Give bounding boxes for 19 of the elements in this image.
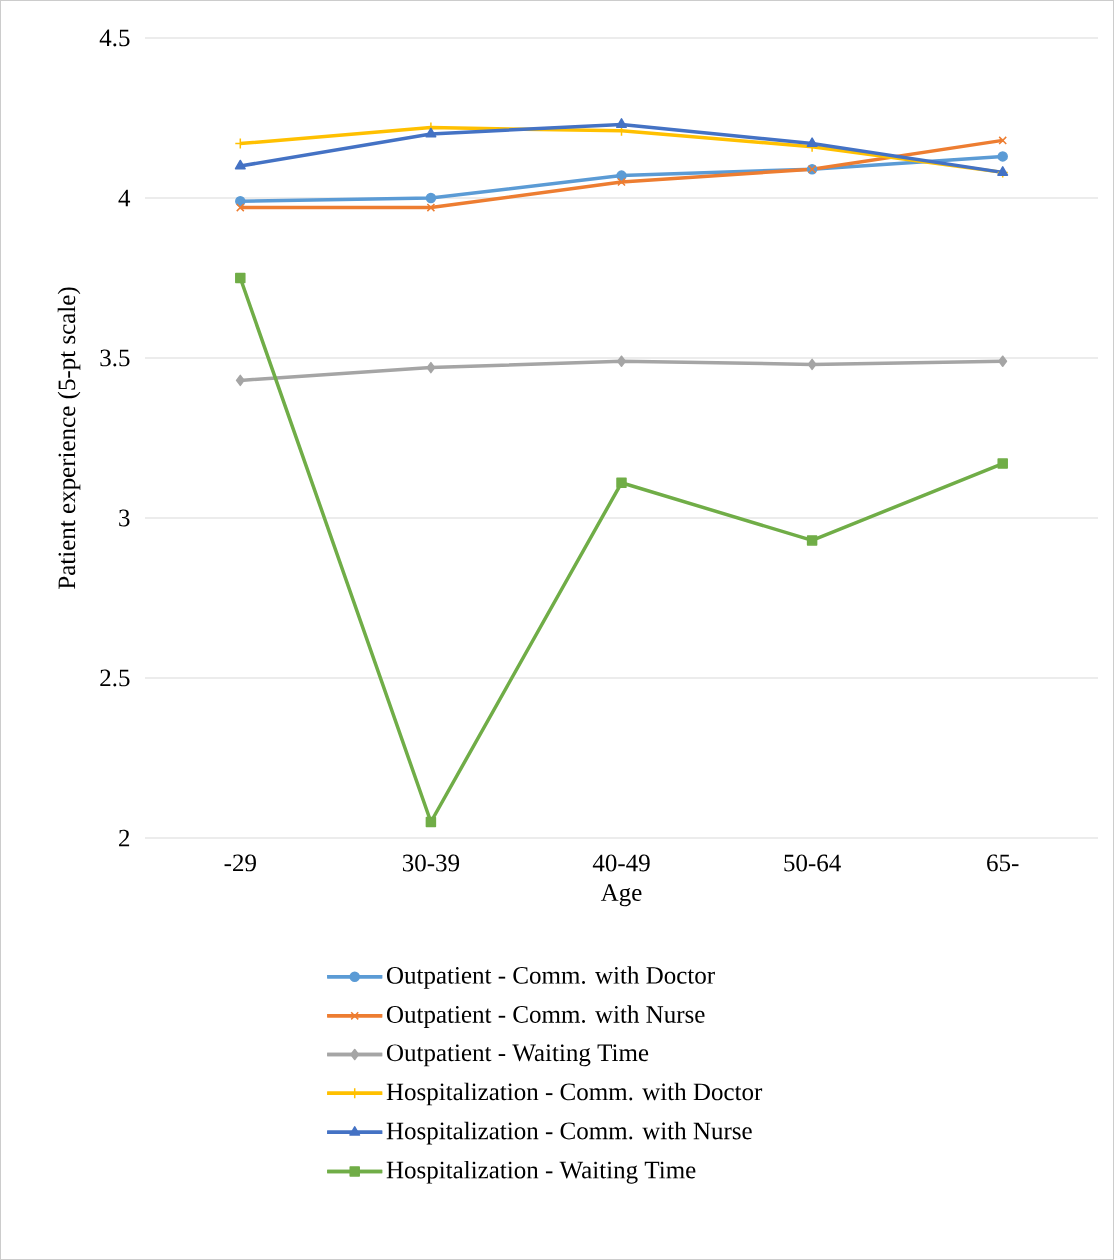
y-tick-label: 2	[119, 829, 130, 847]
y-tick-label: 3.5	[100, 349, 130, 367]
y-tick-label: 4	[118, 189, 131, 207]
legend-label: Outpatient - Waiting Time	[386, 1044, 649, 1067]
y-tick-label: 2.5	[100, 669, 130, 687]
y-tick-label: 3	[119, 509, 130, 527]
legend-label: Outpatient - Comm. with Doctor	[386, 966, 715, 989]
x-tick-label: -29	[224, 854, 256, 872]
x-axis-title: Age	[600, 884, 642, 907]
y-axis-title: Patient experience (5-pt scale)	[57, 287, 81, 589]
legend-label: Hospitalization - Comm. with Doctor	[386, 1082, 763, 1106]
x-tick-label: 40-49	[592, 854, 650, 872]
x-tick-label: 65-	[987, 854, 1019, 872]
x-tick-label: 30-39	[402, 854, 460, 872]
x-tick-label: 50-64	[784, 854, 841, 872]
legend-label: Outpatient - Comm. with Nurse	[386, 1005, 705, 1028]
y-tick-label: 4.5	[99, 29, 130, 47]
legend-label: Hospitalization - Waiting Time	[386, 1160, 696, 1184]
legend-label: Hospitalization - Comm. with Nurse	[386, 1121, 752, 1145]
